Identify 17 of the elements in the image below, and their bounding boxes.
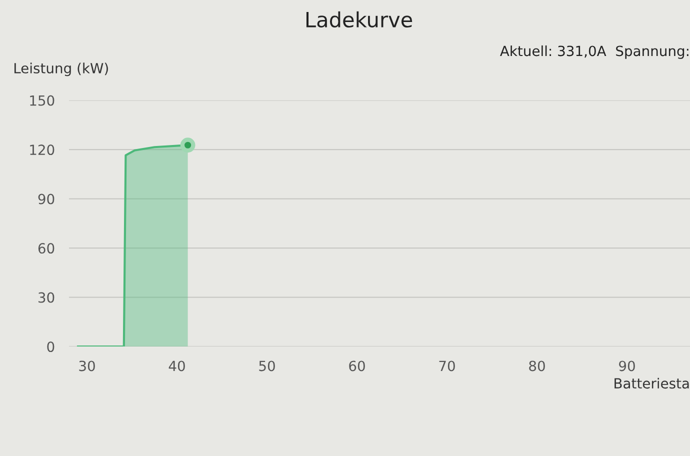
y-tick-label: 120 [30, 144, 54, 156]
y-axis-title: Leistung (kW) [14, 62, 108, 76]
y-tick-label: 90 [38, 194, 54, 204]
x-tick-label: 90 [619, 360, 635, 372]
x-tick-label: 30 [79, 360, 95, 372]
x-axis-title: Batteriesta [614, 378, 689, 389]
x-tick-label: 70 [439, 360, 455, 372]
x-tick-label: 40 [168, 360, 185, 372]
chart-title: Ladekurve [306, 11, 412, 28]
text: Aktuell: 331,0A Spannung: [500, 45, 688, 59]
y-tick-label: 30 [38, 292, 54, 303]
y-tick-label: 150 [30, 95, 54, 106]
y-tick-label: 0 [47, 342, 54, 352]
x-tick-label: 80 [529, 360, 545, 372]
x-tick-label: 60 [349, 360, 365, 372]
y-tick-label: 60 [38, 243, 54, 254]
x-tick-label: 50 [259, 360, 275, 372]
